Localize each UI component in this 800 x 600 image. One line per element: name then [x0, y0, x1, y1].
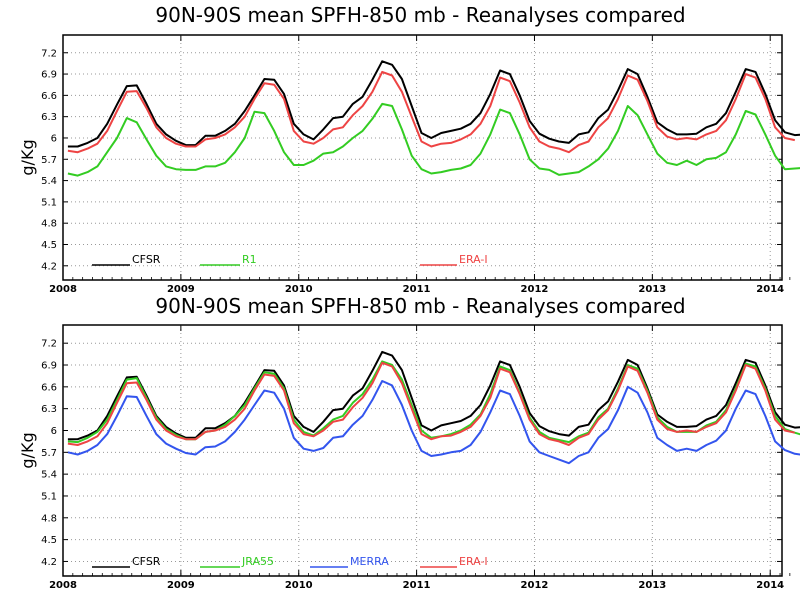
x-tick-label: 2008	[49, 284, 77, 295]
y-tick-label: 6	[51, 133, 57, 144]
x-tick-label: 2010	[285, 284, 313, 295]
x-tick-label: 2013	[638, 284, 666, 295]
chart-title: 90N-90S mean SPFH-850 mb - Reanalyses co…	[155, 3, 685, 27]
x-tick-label: 2008	[49, 580, 77, 591]
x-tick-label: 2012	[521, 580, 549, 591]
x-tick-label: 2012	[521, 284, 549, 295]
series-line-era-i	[67, 70, 796, 154]
y-tick-label: 6.9	[41, 361, 57, 372]
y-tick-label: 4.5	[41, 535, 57, 546]
chart-title: 90N-90S mean SPFH-850 mb - Reanalyses co…	[155, 294, 685, 318]
legend-label: ERA-I	[459, 253, 488, 266]
legend-label: CFSR	[132, 555, 161, 568]
series-line-cfsr	[67, 60, 800, 148]
y-axis-label: g/Kg	[18, 432, 37, 468]
y-tick-label: 6.3	[41, 112, 57, 123]
chart-panel-2: 90N-90S mean SPFH-850 mb - Reanalyses co…	[18, 294, 800, 591]
x-tick-label: 2014	[756, 580, 784, 591]
series-line-cfsr	[67, 350, 800, 441]
y-tick-label: 5.1	[41, 197, 57, 208]
x-tick-label: 2010	[285, 580, 313, 591]
x-tick-label: 2014	[756, 284, 784, 295]
x-tick-label: 2011	[403, 580, 431, 591]
y-tick-label: 5.7	[41, 448, 57, 459]
y-axis-label: g/Kg	[18, 139, 37, 175]
y-tick-label: 4.8	[41, 219, 57, 230]
x-tick-label: 2013	[638, 580, 666, 591]
x-tick-label: 2009	[167, 580, 195, 591]
y-tick-label: 5.4	[41, 176, 57, 187]
x-tick-label: 2009	[167, 284, 195, 295]
y-tick-label: 5.4	[41, 470, 57, 481]
series-line-merra	[67, 380, 800, 465]
y-tick-label: 6.9	[41, 70, 57, 81]
y-tick-label: 5.1	[41, 491, 57, 502]
legend-label: ERA-I	[459, 555, 488, 568]
y-tick-label: 4.2	[41, 557, 57, 568]
legend-label: JRA55	[241, 555, 274, 568]
y-tick-label: 6.6	[41, 382, 57, 393]
series-line-era-i	[67, 361, 796, 446]
y-tick-label: 7.2	[41, 48, 57, 59]
y-tick-label: 4.2	[41, 261, 57, 272]
legend-label: CFSR	[132, 253, 161, 266]
y-tick-label: 4.8	[41, 513, 57, 524]
legend-label: MERRA	[350, 555, 389, 568]
series-line-r1	[67, 102, 800, 177]
x-tick-label: 2011	[403, 284, 431, 295]
y-tick-label: 4.5	[41, 240, 57, 251]
y-tick-label: 6.6	[41, 91, 57, 102]
y-tick-label: 6.3	[41, 404, 57, 415]
chart-panel-1: 90N-90S mean SPFH-850 mb - Reanalyses co…	[18, 3, 800, 295]
plot-area	[62, 34, 783, 281]
legend-label: R1	[242, 253, 257, 266]
y-tick-label: 5.7	[41, 155, 57, 166]
y-tick-label: 7.2	[41, 339, 57, 350]
y-tick-label: 6	[51, 426, 57, 437]
